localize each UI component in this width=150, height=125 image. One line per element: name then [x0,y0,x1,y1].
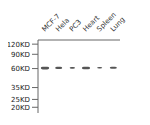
svg-text:MCF-7: MCF-7 [40,12,62,34]
svg-text:Heart: Heart [81,14,101,34]
svg-text:Lung: Lung [109,16,127,34]
svg-text:PC3: PC3 [68,18,83,33]
svg-text:Hela: Hela [54,17,71,34]
svg-text:Spleen: Spleen [95,10,118,34]
svg-text:35KD: 35KD [11,84,30,92]
svg-text:120KD: 120KD [8,41,30,49]
svg-text:25KD: 25KD [11,96,30,104]
svg-text:60KD: 60KD [11,65,30,73]
svg-text:20KD: 20KD [11,104,30,112]
svg-text:90KD: 90KD [11,51,30,59]
